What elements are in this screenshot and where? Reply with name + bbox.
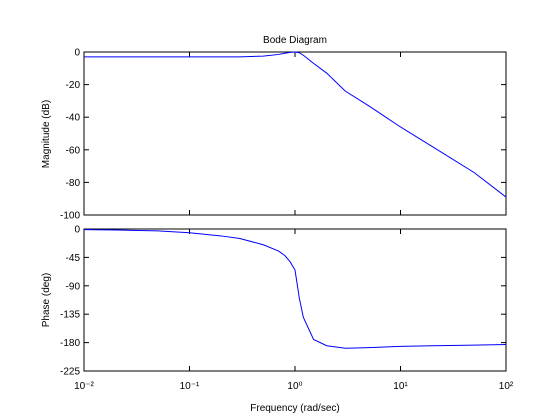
data-line bbox=[84, 51, 507, 198]
y-tick-label: -45 bbox=[66, 253, 81, 264]
y-tick-label: -90 bbox=[66, 281, 81, 292]
x-tick-label: 10⁻² bbox=[74, 381, 94, 392]
y-tick-label: -80 bbox=[66, 178, 81, 189]
y-tick-label: -135 bbox=[60, 310, 80, 321]
x-tick-label: 10² bbox=[499, 381, 514, 392]
y-tick-label: -60 bbox=[66, 145, 81, 156]
x-tick-label: 10¹ bbox=[393, 381, 408, 392]
x-axis-label: Frequency (rad/sec) bbox=[250, 403, 339, 414]
y-tick-label: 0 bbox=[74, 48, 80, 59]
y-tick-label: -40 bbox=[66, 113, 81, 124]
y-axis-label: Magnitude (dB) bbox=[41, 100, 52, 168]
plot-area bbox=[83, 228, 507, 372]
chart-title: Bode Diagram bbox=[263, 35, 327, 46]
plot-area bbox=[83, 51, 507, 216]
y-tick-label: -225 bbox=[60, 367, 80, 378]
data-line bbox=[83, 229, 507, 349]
x-tick-label: 10⁻¹ bbox=[180, 381, 200, 392]
x-tick-label: 10⁰ bbox=[287, 381, 302, 392]
y-tick-label: -180 bbox=[60, 338, 80, 349]
y-tick-label: -20 bbox=[66, 80, 81, 91]
y-tick-label: -100 bbox=[60, 211, 80, 222]
y-axis-label: Phase (deg) bbox=[41, 273, 52, 327]
y-tick-label: 0 bbox=[74, 225, 80, 236]
